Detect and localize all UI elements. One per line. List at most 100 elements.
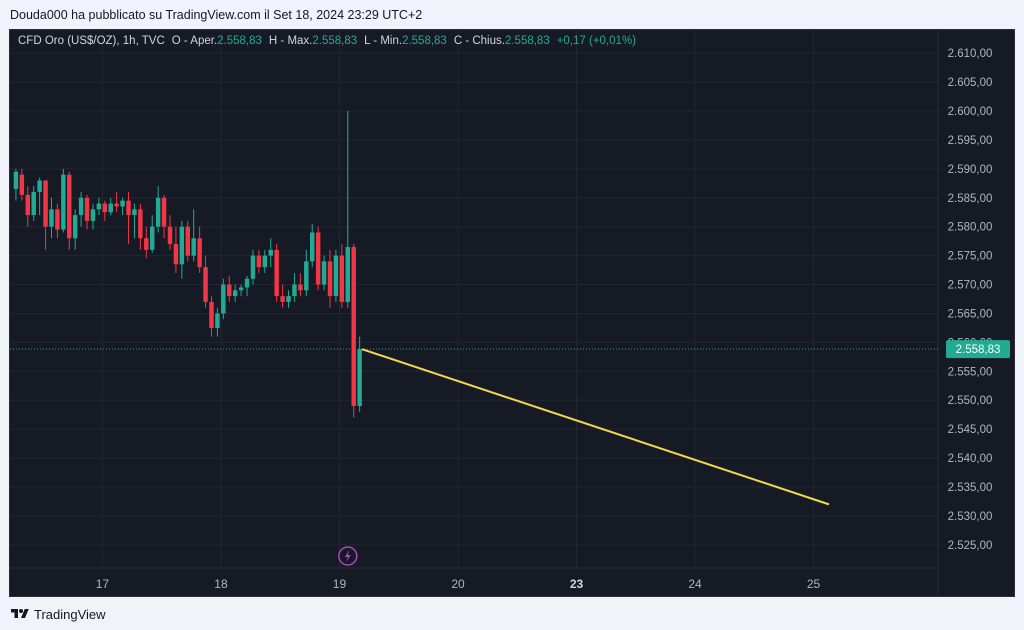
candle-up xyxy=(250,249,256,285)
candle-body xyxy=(333,255,339,297)
candle-up xyxy=(357,336,362,412)
price-tick-label: 2.555,00 xyxy=(948,366,993,378)
candle-body xyxy=(138,209,143,239)
candle-down xyxy=(315,226,321,291)
price-axis[interactable]: 2.525,00 2.530,00 2.535,00 2.540,00 2.545,00… xyxy=(946,48,1010,552)
candle-body xyxy=(25,194,30,216)
candle-body xyxy=(298,284,303,291)
candle-up xyxy=(78,191,84,227)
candle-up xyxy=(304,249,309,297)
candle-body xyxy=(120,200,125,207)
candle-up xyxy=(96,197,102,216)
publish-header: Douda000 ha pubblicato su TradingView.co… xyxy=(0,0,1024,30)
candle-up xyxy=(132,203,137,239)
candle-up xyxy=(244,275,250,297)
candle-down xyxy=(19,168,25,201)
candle-up xyxy=(120,197,125,216)
candle-down xyxy=(274,244,279,302)
candle-body xyxy=(161,197,167,227)
candle-body xyxy=(173,244,179,265)
price-chart[interactable]: 2.525,00 2.530,00 2.535,00 2.540,00 2.545,00… xyxy=(10,30,1014,596)
candle-down xyxy=(203,255,208,308)
candle-body xyxy=(339,255,345,302)
price-tick-label: 2.585,00 xyxy=(948,193,993,205)
price-tick-label: 2.530,00 xyxy=(948,511,993,523)
candle-body xyxy=(102,203,108,213)
legend-close-value: 2.558,83 xyxy=(504,35,550,47)
candle-body xyxy=(280,296,285,302)
time-tick-label: 20 xyxy=(451,577,465,591)
candle-body xyxy=(19,174,25,195)
symbol-legend: CFD Oro (US$/OZ), 1h, TVC O - Aper. 2.558,… xyxy=(18,35,636,47)
legend-change: +0,17 (+0,01%) xyxy=(556,35,636,47)
footer: TradingView xyxy=(0,598,1024,630)
candle-up xyxy=(49,197,54,239)
candle-body xyxy=(78,197,84,216)
candle-body xyxy=(227,284,232,297)
legend-low-value: 2.558,83 xyxy=(402,35,447,47)
candle-body xyxy=(13,171,19,190)
candle-down xyxy=(351,244,356,418)
candle-body xyxy=(37,180,42,192)
price-tick-label: 2.610,00 xyxy=(948,48,993,60)
candle-body xyxy=(215,313,220,328)
tradingview-logo[interactable]: TradingView xyxy=(10,604,106,624)
legend-symbol: CFD Oro (US$/OZ), 1h, TVC xyxy=(18,35,165,47)
candle-body xyxy=(108,203,113,213)
candle-body xyxy=(61,174,66,230)
grid xyxy=(10,30,939,596)
price-tick-label: 2.565,00 xyxy=(948,308,993,320)
brand-name: TradingView xyxy=(34,606,106,622)
price-tick-label: 2.580,00 xyxy=(948,222,993,234)
candle-up xyxy=(238,284,244,297)
price-tick-label: 2.590,00 xyxy=(948,164,993,176)
price-tick-label: 2.550,00 xyxy=(948,395,993,407)
legend-open-label: O - Aper. xyxy=(171,35,218,47)
event-marker[interactable] xyxy=(338,546,358,566)
candle-body xyxy=(84,197,90,221)
projection-line[interactable] xyxy=(361,348,830,506)
candle-up xyxy=(13,168,19,201)
publish-info: Douda000 ha pubblicato su TradingView.co… xyxy=(10,8,423,22)
price-tick-label: 2.540,00 xyxy=(948,453,993,465)
candle-down xyxy=(144,226,149,259)
candle-body xyxy=(238,287,244,291)
candle-body xyxy=(49,209,54,227)
candle-up xyxy=(262,249,268,273)
candle-down xyxy=(102,200,108,221)
candle-body xyxy=(203,267,208,302)
legend-close-label: C - Chius. xyxy=(453,35,505,47)
last-price-tag-label: 2.558,83 xyxy=(956,344,1001,356)
candle-body xyxy=(132,209,137,216)
price-tick-label: 2.570,00 xyxy=(948,280,993,292)
candle-body xyxy=(96,203,102,210)
candle-body xyxy=(232,290,238,297)
candle-down xyxy=(55,203,60,239)
candle-body xyxy=(315,232,321,285)
candle-body xyxy=(292,284,297,297)
candle-up xyxy=(61,168,66,233)
candle-body xyxy=(321,261,327,285)
legend-high-value: 2.558,83 xyxy=(312,35,358,47)
time-axis[interactable]: 17 18 19 20 23 24 25 xyxy=(96,577,821,591)
time-tick-label: 17 xyxy=(96,577,110,591)
candle-body xyxy=(191,238,196,256)
chart-frame[interactable]: 2.525,00 2.530,00 2.535,00 2.540,00 2.545,00… xyxy=(9,29,1015,597)
candle-down xyxy=(327,249,333,308)
candle-up xyxy=(215,307,220,337)
time-tick-label: 18 xyxy=(214,577,228,591)
candle-body xyxy=(144,238,149,250)
price-tick-label: 2.605,00 xyxy=(948,77,993,89)
last-price-tag: 2.558,83 xyxy=(946,340,1010,359)
candle-body xyxy=(150,226,155,250)
candle-down xyxy=(339,244,345,308)
lightning-icon xyxy=(344,550,351,562)
candle-body xyxy=(155,197,161,227)
price-tick-label: 2.595,00 xyxy=(948,135,993,147)
candle-up xyxy=(108,197,113,216)
candle-body xyxy=(43,180,48,227)
candle-down xyxy=(280,284,285,308)
candle-down xyxy=(185,220,190,262)
candle-body xyxy=(209,301,214,328)
candle-down xyxy=(84,194,90,230)
